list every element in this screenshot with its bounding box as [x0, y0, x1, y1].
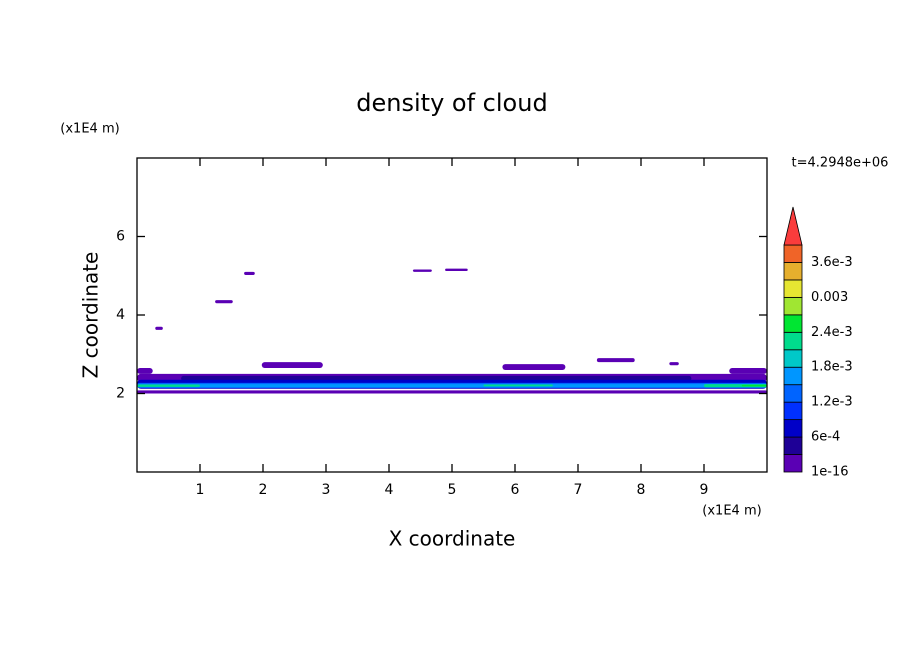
colorbar-segment — [783, 401, 803, 421]
contour-patch — [741, 384, 767, 387]
y-axis-label: Z coordinate — [79, 252, 103, 379]
contour-patch — [137, 384, 200, 387]
colorbar-tick-label: 3.6e-3 — [811, 255, 853, 270]
x-tick-label: 5 — [448, 482, 457, 498]
colorbar-segment — [783, 419, 803, 438]
contour-patch — [137, 384, 767, 388]
colorbar-arrow — [783, 206, 803, 246]
contour-patch — [596, 358, 635, 363]
colorbar-segment — [783, 314, 803, 333]
x-axis-label: X coordinate — [389, 527, 516, 551]
colorbar-segment — [783, 262, 803, 281]
colorbar-segment — [783, 366, 803, 386]
colorbar-segment — [783, 436, 803, 455]
colorbar-segment — [783, 279, 803, 298]
y-tick-label: 6 — [116, 229, 125, 245]
y-tick-label: 2 — [116, 386, 125, 402]
x-tick-label: 7 — [574, 482, 583, 498]
x-tick-label: 6 — [511, 482, 520, 498]
contour-patch — [502, 364, 566, 370]
y-unit: (x1E4 m) — [60, 122, 119, 137]
contour-patch — [729, 367, 767, 374]
contour-patch — [483, 384, 553, 387]
x-tick-label: 2 — [259, 482, 268, 498]
chart-title: density of cloud — [356, 89, 547, 117]
colorbar-tick-label: 6e-4 — [811, 430, 840, 445]
contour-patch — [244, 271, 255, 275]
contour-patch — [155, 326, 163, 330]
contour-patch — [261, 362, 323, 368]
x-tick-label: 9 — [700, 482, 709, 498]
y-tick-label: 4 — [116, 307, 125, 323]
x-tick-label: 8 — [637, 482, 646, 498]
contour-patch — [669, 362, 679, 366]
x-tick-label: 1 — [196, 482, 205, 498]
contour-patch — [215, 300, 233, 304]
colorbar-segment — [783, 296, 803, 316]
plot-area — [137, 268, 767, 394]
colorbar-tick-label: 1.8e-3 — [811, 360, 853, 375]
contour-patch — [137, 367, 153, 374]
colorbar-tick-label: 1e-16 — [811, 465, 849, 480]
contour-patch — [137, 390, 767, 394]
colorbar-segment — [783, 454, 803, 473]
x-tick-label: 3 — [322, 482, 331, 498]
colorbar-tick-label: 1.2e-3 — [811, 395, 853, 410]
x-unit: (x1E4 m) — [702, 504, 761, 519]
colorbar-segment — [783, 384, 803, 403]
contour-patch — [181, 375, 692, 381]
colorbar-segment — [783, 349, 803, 368]
colorbar-segment — [783, 331, 803, 351]
colorbar-segment — [783, 244, 803, 263]
time-label: t=4.2948e+06 — [792, 156, 889, 171]
contour-patch — [445, 268, 468, 272]
colorbar-tick-label: 2.4e-3 — [811, 325, 853, 340]
x-tick-label: 4 — [385, 482, 394, 498]
colorbar-tick-label: 0.003 — [811, 290, 848, 305]
contour-patch — [412, 269, 432, 272]
